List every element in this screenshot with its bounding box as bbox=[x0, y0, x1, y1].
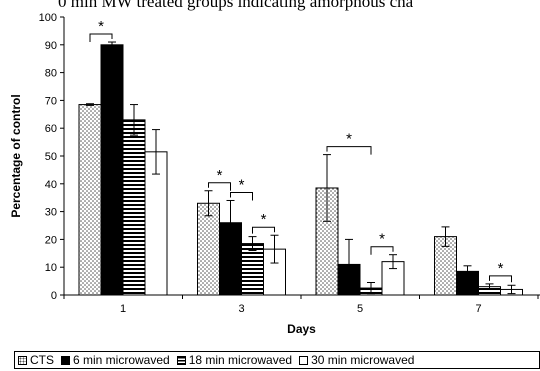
legend-label: 6 min microwaved bbox=[73, 353, 170, 367]
bar-dots-day-3 bbox=[197, 202, 220, 296]
plot-area: 0 10 20 30 40 50 60 70 80 90 100 1 3 5 7 Days Percentage… bbox=[9, 12, 540, 336]
significance-star: * bbox=[98, 18, 104, 35]
y-tick-label: 60 bbox=[45, 123, 57, 135]
y-tick-label: 10 bbox=[45, 262, 57, 274]
y-axis-title: Percentage of control bbox=[9, 94, 23, 217]
legend: CTS 6 min microwaved 18 min microwaved 3… bbox=[14, 351, 540, 369]
y-tick-label: 100 bbox=[39, 12, 57, 24]
significance-bracket bbox=[89, 33, 113, 43]
x-tick-label: 1 bbox=[120, 303, 126, 315]
bar-solid-day-1 bbox=[100, 44, 124, 296]
legend-label: CTS bbox=[30, 353, 54, 367]
y-tick-label: 30 bbox=[45, 207, 57, 219]
bar-stripes-day-3 bbox=[241, 243, 264, 296]
legend-label: 18 min microwaved bbox=[188, 353, 293, 367]
significance-bracket bbox=[252, 226, 275, 234]
legend-swatch-solid-icon bbox=[61, 355, 70, 365]
significance-star: * bbox=[379, 231, 385, 248]
y-tick-label: 90 bbox=[45, 40, 57, 52]
legend-item-18min: 18 min microwaved bbox=[176, 353, 293, 367]
significance-bracket bbox=[326, 146, 372, 155]
y-tick-label: 0 bbox=[51, 290, 57, 302]
x-tick-label: 5 bbox=[357, 303, 363, 315]
x-tick-label: 7 bbox=[475, 303, 481, 315]
y-tick-label: 20 bbox=[45, 234, 57, 246]
legend-swatch-dots-icon bbox=[18, 355, 27, 365]
y-tick-label: 50 bbox=[45, 151, 57, 163]
legend-swatch-white-icon bbox=[299, 355, 309, 365]
significance-star: * bbox=[498, 260, 504, 277]
significance-bracket bbox=[370, 246, 394, 255]
legend-swatch-stripes-icon bbox=[176, 355, 186, 365]
bar-stripes-day-1 bbox=[122, 119, 146, 296]
significance-star: * bbox=[239, 176, 245, 193]
significance-star: * bbox=[346, 131, 352, 148]
y-tick-label: 70 bbox=[45, 95, 57, 107]
x-axis-title: Days bbox=[287, 322, 316, 336]
bar-dots-day-1 bbox=[78, 104, 102, 296]
y-tick-label: 80 bbox=[45, 68, 57, 80]
legend-label: 30 min microwaved bbox=[311, 353, 415, 367]
significance-bracket bbox=[230, 191, 253, 201]
significance-bracket bbox=[208, 182, 231, 191]
legend-item-30min: 30 min microwaved bbox=[299, 353, 414, 367]
legend-item-6min: 6 min microwaved bbox=[61, 353, 170, 367]
legend-item-cts: CTS bbox=[18, 353, 54, 367]
significance-bracket bbox=[489, 275, 512, 283]
x-tick-label: 3 bbox=[238, 303, 244, 315]
caption-fragment: 0 min MW treated groups indicating amorp… bbox=[58, 0, 414, 11]
significance-star: * bbox=[217, 167, 223, 184]
significance-star: * bbox=[261, 211, 267, 228]
y-tick-label: 40 bbox=[45, 179, 57, 191]
